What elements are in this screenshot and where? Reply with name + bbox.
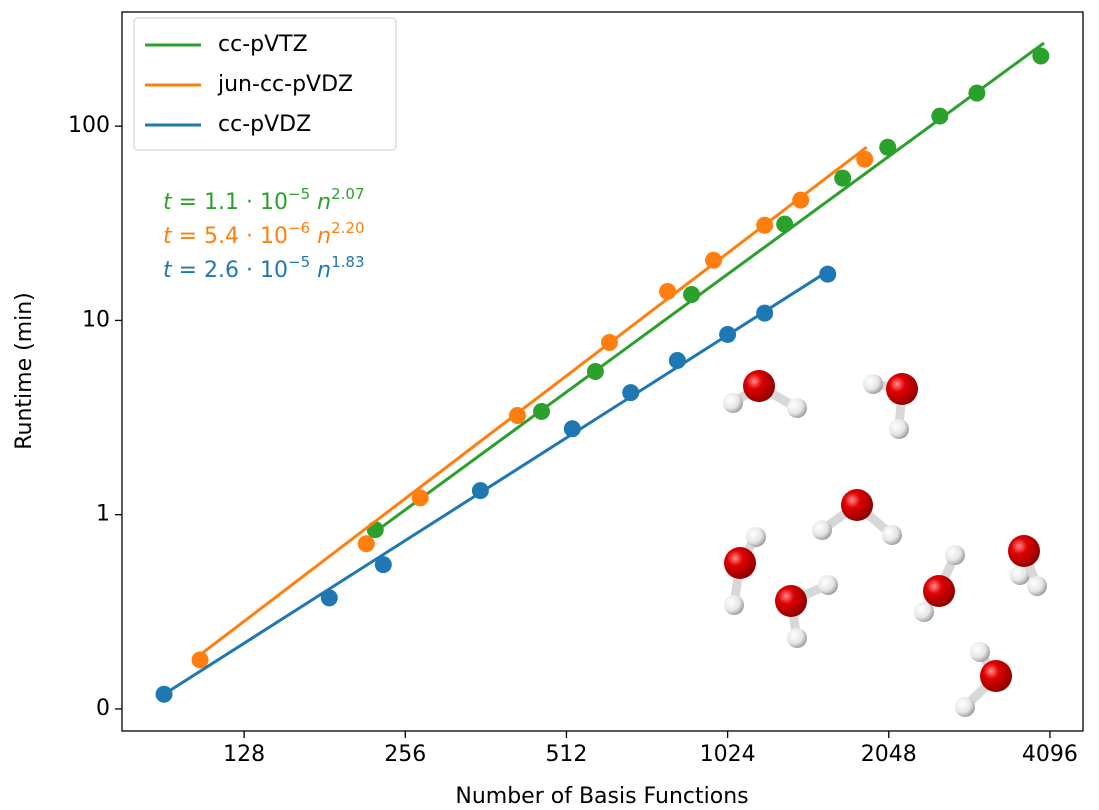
x-tick-label: 256 — [384, 742, 426, 767]
data-point — [659, 282, 677, 300]
data-point — [533, 402, 551, 420]
data-point — [792, 191, 810, 209]
hydrogen-atom — [955, 697, 975, 717]
data-point — [374, 556, 392, 574]
legend-label: jun-cc-pVDZ — [217, 72, 353, 97]
legend-label: cc-pVDZ — [218, 112, 311, 137]
data-point — [563, 420, 581, 438]
oxygen-atom — [775, 585, 807, 617]
hydrogen-atom — [882, 525, 902, 545]
data-point — [683, 285, 701, 303]
data-point — [191, 651, 209, 669]
data-point — [622, 384, 640, 402]
x-tick-label: 2048 — [861, 742, 917, 767]
equation-part: 2.20 — [331, 219, 364, 237]
equation-part: −5 — [288, 253, 310, 271]
hydrogen-atom — [1027, 576, 1047, 596]
oxygen-atom — [923, 575, 955, 607]
fit-line — [374, 41, 1045, 533]
equation-part: n — [310, 258, 331, 283]
oxygen-atom — [886, 373, 918, 405]
y-tick-label: 10 — [82, 307, 110, 332]
equation-part: −5 — [288, 185, 310, 203]
data-point — [719, 325, 737, 343]
data-point — [600, 333, 618, 351]
oxygen-atom — [980, 660, 1012, 692]
data-point — [834, 169, 852, 187]
equation-part: = 5.4 · 10 — [172, 224, 288, 249]
hydrogen-atom — [945, 545, 965, 565]
data-point — [586, 362, 604, 380]
equation-part: 1.83 — [331, 253, 364, 271]
plot-frame — [121, 11, 1084, 732]
oxygen-atom — [1008, 535, 1040, 567]
x-tick-label: 4096 — [1022, 742, 1078, 767]
hydrogen-atom — [746, 527, 766, 547]
hydrogen-atom — [787, 628, 807, 648]
x-tick-label: 128 — [223, 742, 265, 767]
equation-part: t — [163, 190, 173, 215]
x-axis-label: Number of Basis Functions — [455, 784, 748, 809]
oxygen-atom — [841, 489, 873, 521]
data-point — [968, 84, 986, 102]
data-point — [879, 138, 897, 156]
hydrogen-atom — [723, 393, 743, 413]
data-point — [756, 216, 774, 234]
hydrogen-atom — [1010, 565, 1030, 585]
data-point — [366, 521, 384, 539]
equation-part: 2.07 — [331, 185, 364, 203]
hydrogen-atom — [812, 520, 832, 540]
fit-equation: t = 5.4 · 10−6 n2.20 — [163, 219, 365, 250]
hydrogen-atom — [818, 575, 838, 595]
data-point — [357, 535, 375, 553]
y-tick-label: 1 — [96, 502, 110, 527]
data-point — [320, 589, 338, 607]
data-point — [471, 482, 489, 500]
fit-equation: t = 2.6 · 10−5 n1.83 — [163, 253, 365, 284]
equation-part: n — [310, 190, 331, 215]
fit-equation: t = 1.1 · 10−5 n2.07 — [163, 185, 365, 216]
equation-part: n — [310, 224, 331, 249]
x-tick-label: 1024 — [700, 742, 756, 767]
legend-box — [133, 17, 397, 151]
data-point — [776, 215, 794, 233]
hydrogen-atom — [724, 595, 744, 615]
data-point — [155, 685, 173, 703]
data-point — [508, 407, 526, 425]
equation-part: −6 — [288, 219, 310, 237]
data-point — [931, 107, 949, 125]
hydrogen-atom — [889, 419, 909, 439]
equation-part: t — [163, 258, 173, 283]
equation-part: = 1.1 · 10 — [172, 190, 288, 215]
data-point — [411, 489, 429, 507]
data-point — [856, 150, 874, 168]
equation-part: t — [163, 224, 173, 249]
data-point — [819, 265, 837, 283]
hydrogen-atom — [914, 602, 934, 622]
fit-line — [199, 146, 868, 656]
data-point — [668, 351, 686, 369]
data-point — [756, 304, 774, 322]
hydrogen-atom — [787, 398, 807, 418]
oxygen-atom — [724, 547, 756, 579]
x-tick-label: 512 — [545, 742, 587, 767]
hydrogen-atom — [970, 642, 990, 662]
y-axis-label: Runtime (min) — [12, 292, 37, 450]
fit-line — [163, 270, 829, 696]
data-point — [705, 251, 723, 269]
oxygen-atom — [743, 370, 775, 402]
hydrogen-atom — [863, 374, 883, 394]
water-molecules — [723, 370, 1047, 717]
equation-part: = 2.6 · 10 — [172, 258, 288, 283]
data-point — [1032, 47, 1050, 65]
legend-label: cc-pVTZ — [218, 32, 308, 57]
y-tick-label: 0 — [96, 696, 110, 721]
y-tick-label: 100 — [68, 113, 110, 138]
